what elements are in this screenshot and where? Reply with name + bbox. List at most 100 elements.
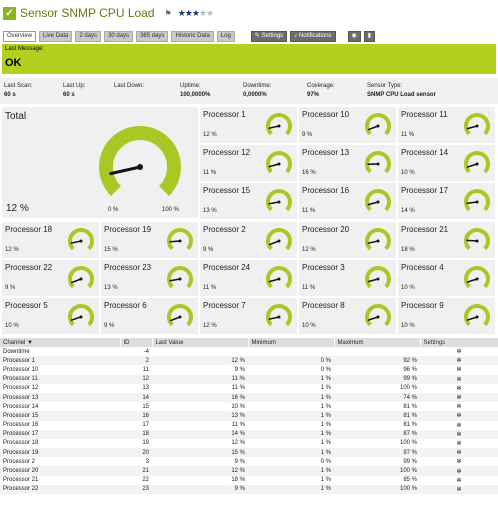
channel-settings-icon[interactable]: ✻ [420,448,498,458]
table-row[interactable]: Downtime -4 ✻ [0,347,498,356]
cell-minimum: 1 % [248,411,334,421]
channel-settings-icon[interactable]: ✻ [456,440,462,447]
tab-365-days[interactable]: 365 days [136,31,169,42]
channel-settings-icon[interactable]: ✻ [456,422,462,429]
channel-settings-icon[interactable]: ✻ [456,477,462,484]
channel-settings-icon[interactable]: ✻ [420,429,498,439]
gauge-tile[interactable]: Processor 12 11 % [200,145,297,181]
col-channel[interactable]: Channel ▼ [0,338,121,347]
col-last-value[interactable]: Last Value [152,338,249,347]
table-row[interactable]: Processor 11 12 11 % 1 % 99 % ✻ [0,374,498,384]
gauge-tile-needle [268,316,280,320]
gauge-tile[interactable]: Processor 14 10 % [398,145,495,181]
gauge-tile-value: 9 % [104,323,115,329]
gauge-tile-hub [475,162,479,166]
gauge-tile[interactable]: Processor 1 12 % [200,107,297,143]
gauge-tile[interactable]: Processor 5 10 % [2,298,99,334]
gauge-tile[interactable]: Processor 11 11 % [398,107,495,143]
cell-channel: Processor 22 [0,484,120,494]
gauge-total[interactable]: Total 12 % 0 % 100 % [2,107,198,218]
channel-settings-icon[interactable]: ✻ [456,349,462,356]
col-maximum[interactable]: Maximum [334,338,421,347]
gauge-tile-value: 10 % [401,323,415,329]
gauge-tile-needle [169,278,181,282]
notifications-button[interactable]: ♪ Notifications [290,31,336,42]
cell-last-value: 16 % [152,392,248,403]
gauge-tile-dial [266,151,292,174]
channel-settings-icon[interactable]: ✻ [420,466,498,476]
cell-channel: Processor 13 [0,392,120,403]
table-row[interactable]: Processor 12 13 11 % 1 % 100 % ✻ [0,384,498,393]
channel-settings-icon[interactable]: ✻ [456,367,462,374]
clipboard-icon-button[interactable]: ▮ [363,31,376,42]
table-row[interactable]: Processor 10 11 9 % 0 % 96 % ✻ [0,365,498,374]
channel-settings-icon[interactable]: ✻ [420,484,498,494]
channel-settings-icon[interactable]: ✻ [420,411,498,421]
gauge-tile[interactable]: Processor 20 12 % [299,222,396,258]
col-id[interactable]: ID [120,338,153,347]
gauge-tile-arc [266,189,292,212]
cell-minimum: 1 % [320,440,331,447]
col-minimum[interactable]: Minimum [248,338,335,347]
gauge-tile[interactable]: Processor 7 12 % [200,298,297,334]
table-row[interactable]: Processor 2 3 9 % 0 % 99 % ✻ [0,457,498,466]
settings-button[interactable]: ✎ Settings [250,31,288,42]
channel-settings-icon[interactable]: ✻ [420,392,498,403]
gauge-tile-arc [365,151,391,174]
tab-historic-data[interactable]: Historic Data [171,31,214,42]
cell-id: 23 [120,484,152,494]
gauge-tile[interactable]: Processor 6 9 % [101,298,198,334]
table-row[interactable]: Processor 21 22 18 % 1 % 85 % ✻ [0,476,498,485]
gauge-tile-value: 11 % [203,170,217,176]
tab-overview[interactable]: Overview [3,31,37,42]
gauge-tile-name: Processor 8 [302,301,345,310]
gauge-tile[interactable]: Processor 15 13 % [200,183,297,219]
gauge-tile[interactable]: Processor 16 11 % [299,183,396,219]
channel-settings-icon[interactable]: ✻ [420,356,498,366]
gauge-tile[interactable]: Processor 13 16 % [299,145,396,181]
gauge-tile[interactable]: Processor 19 15 % [101,222,198,258]
table-row[interactable]: Processor 22 23 9 % 1 % 100 % ✻ [0,484,498,494]
cell-last-value: 9 % [152,484,248,494]
table-row[interactable]: Processor 15 16 13 % 1 % 81 % ✻ [0,411,498,421]
gauge-tile[interactable]: Processor 3 11 % [299,260,396,296]
priority-stars[interactable]: ★★★★★ [177,7,214,18]
table-row[interactable]: Processor 1 2 12 % 0 % 92 % ✻ [0,356,498,366]
gauge-tile-name: Processor 16 [302,186,350,195]
gauge-tile[interactable]: Processor 10 9 % [299,107,396,143]
gauge-tile[interactable]: Processor 9 10 % [398,298,495,334]
priority-icon-button[interactable]: ◉ [347,31,361,42]
gauge-tile-needle [268,125,280,129]
gauge-tile-dial [464,304,490,327]
tab-log[interactable]: Log [216,31,235,42]
table-row[interactable]: Processor 19 20 15 % 1 % 97 % ✻ [0,448,498,458]
table-row[interactable]: Processor 17 18 14 % 1 % 87 % ✻ [0,429,498,439]
table-row[interactable]: Processor 14 15 10 % 1 % 81 % ✻ [0,402,498,411]
gauge-tile-dial [365,228,391,251]
gauge-tile-name: Processor 19 [104,225,152,234]
cell-channel: Processor 2 [3,458,36,465]
gauge-tile[interactable]: Processor 22 9 % [2,260,99,296]
tab-live-data[interactable]: Live Data [39,31,73,42]
tab-30-days[interactable]: 30 days [104,31,134,42]
gauge-tile[interactable]: Processor 21 18 % [398,222,495,258]
tab-2-days[interactable]: 2 days [75,31,102,42]
gauge-tile[interactable]: Processor 18 12 % [2,222,99,258]
gauge-tile-hub [376,124,380,128]
gauge-tile[interactable]: Processor 8 10 % [299,298,396,334]
channel-settings-icon[interactable]: ✻ [456,404,462,411]
gauge-tile[interactable]: Processor 17 14 % [398,183,495,219]
gauge-tile[interactable]: Processor 24 11 % [200,260,297,296]
gauge-tile[interactable]: Processor 4 10 % [398,260,495,296]
channel-settings-icon[interactable]: ✻ [456,459,462,466]
channel-settings-icon[interactable]: ✻ [456,385,462,392]
channel-settings-icon[interactable]: ✻ [420,374,498,384]
gauge-tile[interactable]: Processor 2 9 % [200,222,297,258]
gauge-tile-hub [475,277,479,281]
flag-icon[interactable]: ⚑ [164,8,172,18]
gauge-tile[interactable]: Processor 23 13 % [101,260,198,296]
table-row[interactable]: Processor 13 14 16 % 1 % 74 % ✻ [0,392,498,403]
table-row[interactable]: Processor 20 21 12 % 1 % 100 % ✻ [0,466,498,476]
table-row[interactable]: Processor 16 17 11 % 1 % 81 % ✻ [0,421,498,430]
table-row[interactable]: Processor 18 19 12 % 1 % 100 % ✻ [0,439,498,448]
